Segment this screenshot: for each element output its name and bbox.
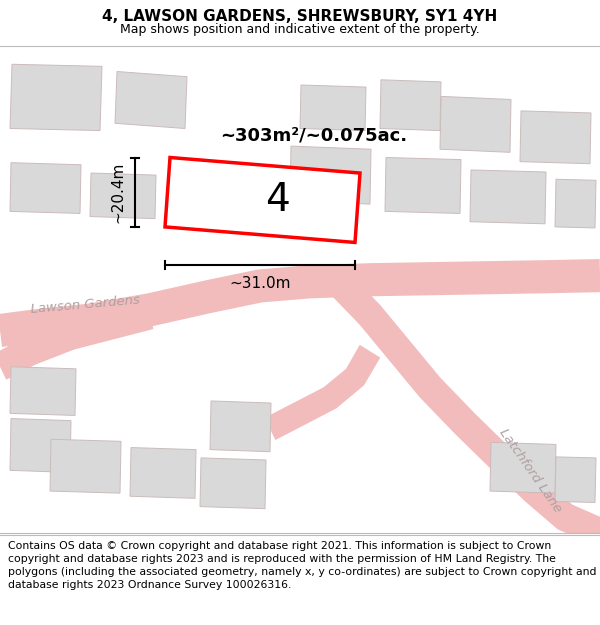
Polygon shape bbox=[265, 345, 380, 440]
Text: 4, LAWSON GARDENS, SHREWSBURY, SY1 4YH: 4, LAWSON GARDENS, SHREWSBURY, SY1 4YH bbox=[103, 9, 497, 24]
Text: Latchford Lane: Latchford Lane bbox=[496, 426, 564, 515]
Polygon shape bbox=[10, 367, 76, 416]
Polygon shape bbox=[290, 146, 371, 204]
Polygon shape bbox=[210, 401, 271, 452]
Polygon shape bbox=[0, 259, 600, 347]
Polygon shape bbox=[440, 96, 511, 152]
Text: ~303m²/~0.075ac.: ~303m²/~0.075ac. bbox=[220, 126, 407, 144]
Polygon shape bbox=[10, 162, 81, 214]
Polygon shape bbox=[130, 448, 196, 498]
Polygon shape bbox=[380, 80, 441, 131]
Polygon shape bbox=[10, 419, 71, 472]
Text: 4: 4 bbox=[265, 181, 290, 219]
Polygon shape bbox=[520, 111, 591, 164]
Polygon shape bbox=[555, 179, 596, 228]
Polygon shape bbox=[50, 439, 121, 493]
Polygon shape bbox=[490, 442, 556, 493]
Polygon shape bbox=[325, 269, 600, 546]
Polygon shape bbox=[165, 158, 360, 242]
Text: Map shows position and indicative extent of the property.: Map shows position and indicative extent… bbox=[120, 22, 480, 36]
Polygon shape bbox=[385, 158, 461, 214]
Polygon shape bbox=[0, 301, 154, 380]
Polygon shape bbox=[200, 458, 266, 509]
Polygon shape bbox=[90, 173, 156, 219]
Text: ~20.4m: ~20.4m bbox=[110, 161, 125, 223]
Polygon shape bbox=[10, 64, 102, 131]
Polygon shape bbox=[300, 85, 366, 131]
Text: Lawson Gardens: Lawson Gardens bbox=[30, 293, 140, 316]
Polygon shape bbox=[470, 170, 546, 224]
Text: Contains OS data © Crown copyright and database right 2021. This information is : Contains OS data © Crown copyright and d… bbox=[8, 541, 596, 591]
Text: ~31.0m: ~31.0m bbox=[229, 276, 291, 291]
Polygon shape bbox=[555, 457, 596, 503]
Polygon shape bbox=[115, 71, 187, 129]
